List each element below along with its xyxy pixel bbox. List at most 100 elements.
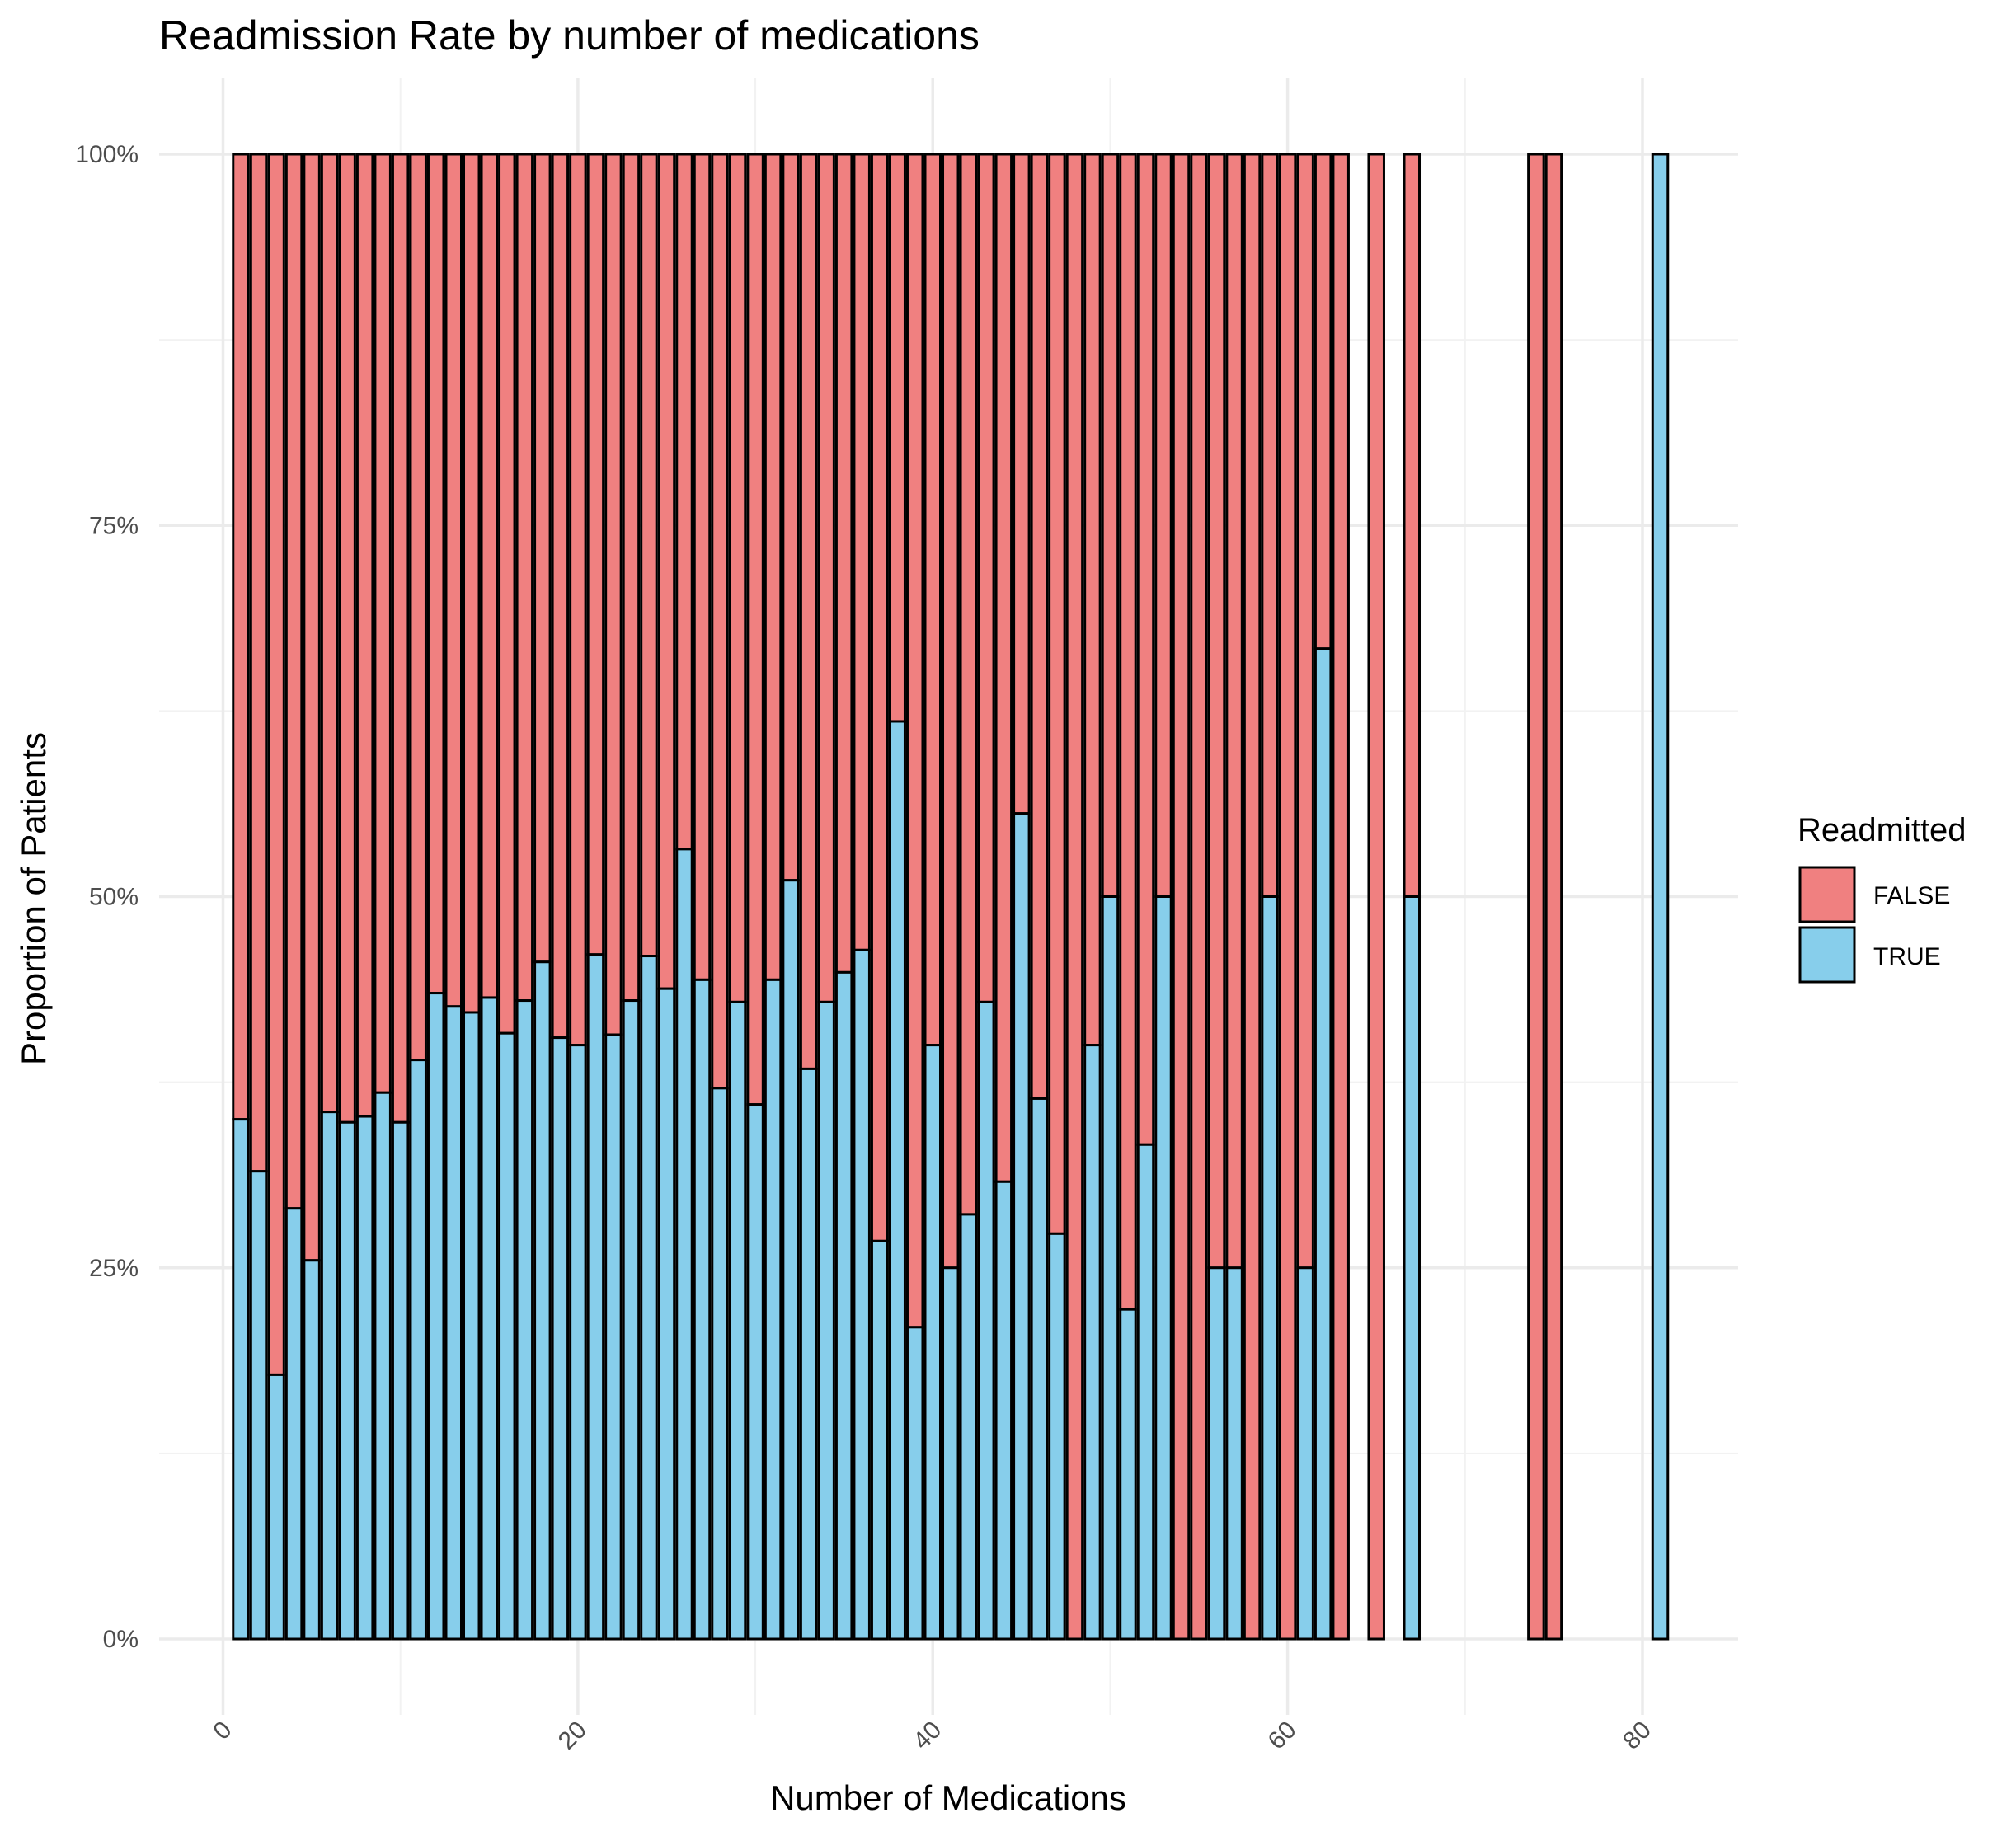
- bar-false-62: [1313, 153, 1332, 650]
- bar-true-16: [498, 1031, 516, 1641]
- bar-true-22: [604, 1033, 623, 1641]
- bar-false-28: [711, 153, 729, 1090]
- bar-true-28: [711, 1087, 729, 1641]
- bar-false-8: [355, 153, 374, 1118]
- bar-true-67: [1403, 895, 1422, 1641]
- bar-false-20: [569, 153, 587, 1047]
- y-axis-tick-labels: 0% 25% 50% 75% 100%: [75, 141, 139, 1653]
- bar-false-46: [1030, 153, 1049, 1100]
- legend-swatch-false: [1798, 866, 1856, 923]
- bar-false-13: [444, 153, 463, 1008]
- bar-true-59: [1261, 895, 1279, 1641]
- bar-false-49: [1083, 153, 1102, 1047]
- bar-false-22: [604, 153, 623, 1036]
- bar-false-47: [1048, 153, 1066, 1235]
- bar-false-21: [586, 153, 605, 956]
- bar-false-23: [622, 153, 641, 1003]
- bar-false-43: [977, 153, 995, 1003]
- bar-true-41: [942, 1266, 960, 1641]
- bar-true-15: [480, 996, 499, 1641]
- bar-true-10: [391, 1120, 410, 1641]
- bar-false-35: [834, 153, 853, 974]
- bar-false-58: [1243, 153, 1262, 1641]
- bar-false-48: [1065, 153, 1084, 1641]
- bar-false-75: [1544, 153, 1563, 1641]
- bar-true-45: [1013, 812, 1031, 1641]
- bar-false-17: [515, 153, 534, 1003]
- legend-label-false: FALSE: [1873, 882, 1950, 909]
- bar-true-38: [888, 720, 906, 1641]
- bar-true-17: [515, 999, 534, 1641]
- bar-false-52: [1136, 153, 1155, 1146]
- bar-true-13: [444, 1005, 463, 1641]
- bar-true-27: [693, 978, 712, 1641]
- bar-true-36: [853, 948, 871, 1641]
- bar-true-81: [1651, 153, 1670, 1641]
- bar-true-47: [1048, 1232, 1066, 1641]
- bar-true-61: [1296, 1266, 1314, 1641]
- chart-title: Readmission Rate by number of medication…: [159, 12, 980, 59]
- bar-false-11: [409, 153, 427, 1062]
- bar-true-1: [232, 1118, 250, 1641]
- bar-true-49: [1083, 1044, 1102, 1641]
- bar-true-8: [355, 1115, 374, 1641]
- bar-false-15: [480, 153, 499, 999]
- bar-false-42: [959, 153, 978, 1216]
- bar-true-31: [764, 978, 782, 1641]
- bar-true-32: [782, 879, 800, 1641]
- bar-true-11: [409, 1059, 427, 1641]
- bar-false-40: [923, 153, 942, 1047]
- legend-label-true: TRUE: [1873, 943, 1941, 970]
- bar-true-12: [426, 992, 445, 1641]
- bar-true-44: [994, 1180, 1013, 1641]
- bar-false-34: [817, 153, 835, 1003]
- bar-false-39: [905, 153, 924, 1329]
- bar-false-65: [1367, 153, 1385, 1641]
- bar-true-21: [586, 953, 605, 1641]
- bar-false-60: [1278, 153, 1297, 1641]
- legend-title: Readmitted: [1797, 812, 1967, 848]
- bar-true-39: [905, 1326, 924, 1641]
- y-tick-label: 100%: [75, 141, 139, 168]
- bar-true-26: [675, 848, 693, 1641]
- bar-false-44: [994, 153, 1013, 1183]
- bar-true-25: [657, 987, 676, 1641]
- bar-true-37: [870, 1239, 889, 1641]
- bar-true-33: [799, 1067, 818, 1641]
- bar-true-6: [320, 1111, 339, 1641]
- y-tick-label: 25%: [89, 1255, 139, 1282]
- bar-false-1: [232, 153, 250, 1121]
- bar-true-4: [284, 1207, 303, 1641]
- bar-true-57: [1225, 1266, 1243, 1641]
- bar-true-30: [746, 1103, 764, 1641]
- bar-false-45: [1013, 153, 1031, 815]
- bar-false-14: [463, 153, 481, 1014]
- y-tick-label: 75%: [89, 512, 139, 539]
- bar-false-36: [853, 153, 871, 951]
- bar-true-23: [622, 999, 641, 1641]
- bar-false-6: [320, 153, 339, 1114]
- bar-true-42: [959, 1213, 978, 1641]
- bar-false-29: [728, 153, 747, 1003]
- bar-false-56: [1207, 153, 1226, 1270]
- bar-false-41: [942, 153, 960, 1270]
- bar-false-30: [746, 153, 764, 1106]
- bar-false-9: [374, 153, 392, 1094]
- x-axis-title: Number of Medications: [770, 1778, 1126, 1817]
- bar-false-12: [426, 153, 445, 995]
- y-tick-label: 50%: [89, 884, 139, 911]
- bar-true-18: [533, 960, 552, 1641]
- bar-true-52: [1136, 1143, 1155, 1641]
- bar-false-50: [1101, 153, 1120, 898]
- bar-true-43: [977, 1000, 995, 1641]
- bar-false-10: [391, 153, 410, 1124]
- bar-true-40: [923, 1044, 942, 1641]
- bar-true-5: [303, 1259, 321, 1641]
- bar-false-5: [303, 153, 321, 1262]
- bar-true-34: [817, 1000, 835, 1641]
- bar-true-19: [551, 1036, 570, 1641]
- bar-false-59: [1261, 153, 1279, 898]
- bar-false-4: [284, 153, 303, 1210]
- bar-false-51: [1119, 153, 1137, 1311]
- bar-true-7: [338, 1120, 356, 1641]
